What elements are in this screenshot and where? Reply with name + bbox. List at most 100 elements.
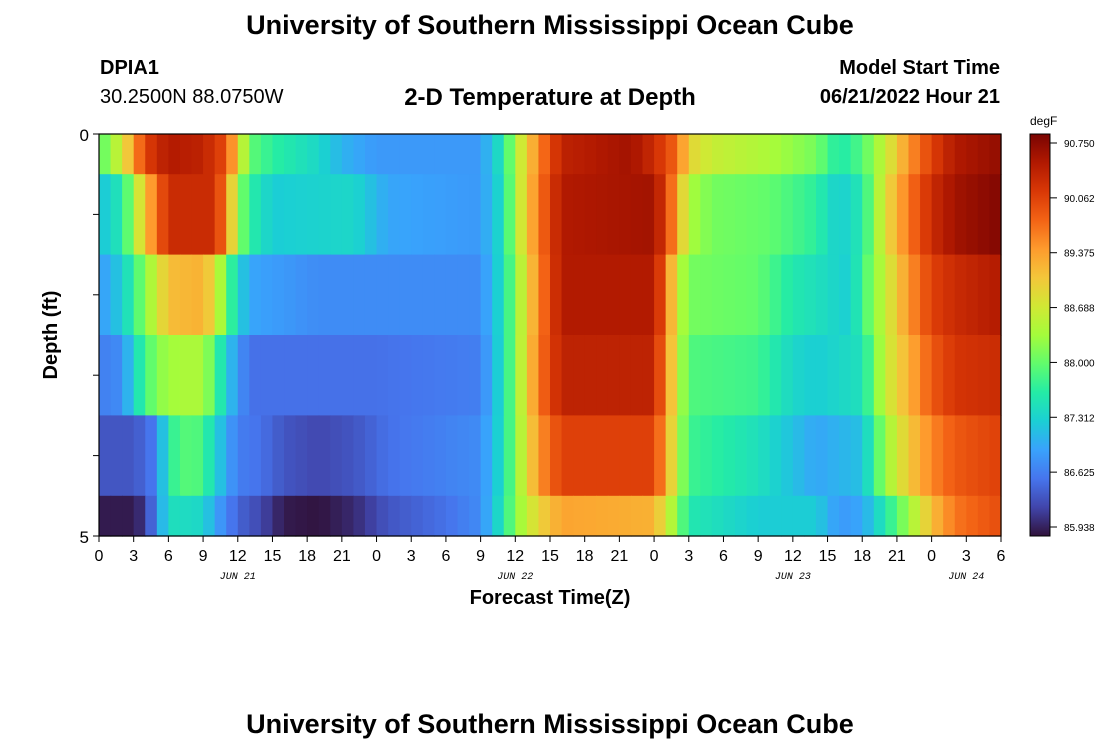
colorbar-scale — [1029, 133, 1051, 537]
heatmap-cell — [804, 495, 817, 537]
heatmap-cell — [376, 134, 389, 175]
heatmap-cell — [411, 174, 424, 256]
heatmap-cell — [550, 134, 563, 175]
heatmap-cell — [954, 254, 967, 336]
heatmap-cell — [99, 134, 112, 175]
heatmap-cell — [376, 254, 389, 336]
x-tick-label: 18 — [853, 548, 871, 565]
x-tick-label: 18 — [298, 548, 316, 565]
heatmap-cell — [607, 254, 620, 336]
heatmap-cell — [399, 335, 412, 416]
x-tick-label: 21 — [333, 548, 351, 565]
heatmap-cell — [203, 174, 216, 256]
heatmap-cells — [99, 134, 1002, 537]
heatmap-cell — [920, 174, 933, 256]
heatmap-cell — [376, 335, 389, 416]
heatmap-cell — [341, 495, 355, 537]
heatmap-cell — [341, 254, 355, 336]
heatmap-cell — [885, 254, 898, 336]
heatmap-cell — [249, 174, 262, 256]
heatmap-cell — [977, 174, 991, 256]
heatmap-cell — [769, 495, 782, 537]
heatmap-cell — [885, 134, 898, 175]
heatmap-cell — [526, 415, 540, 497]
heatmap-cell — [260, 335, 274, 416]
heatmap-cell — [295, 415, 308, 497]
heatmap-cell — [411, 134, 424, 175]
heatmap-cell — [237, 174, 250, 256]
heatmap-cell — [966, 174, 979, 256]
heatmap-cell — [526, 254, 540, 336]
heatmap-cell — [711, 495, 725, 537]
heatmap-cell — [723, 254, 736, 336]
heatmap-cell — [792, 254, 806, 336]
colorbar-tick-label: 88.688 — [1064, 304, 1095, 315]
heatmap-chart: 05 0 3 6 9 12 15 18 21 0 3 6 9 12 15 18 21 0 3 6 9 12 15 18 21 0… — [40, 114, 1095, 609]
heatmap-cell — [977, 254, 991, 336]
heatmap-cell — [931, 415, 944, 497]
colorbar-tick-label: 89.375 — [1064, 249, 1095, 260]
heatmap-cell — [943, 254, 956, 336]
heatmap-cell — [226, 495, 239, 537]
heatmap-cell — [711, 134, 725, 175]
heatmap-cell — [665, 335, 678, 416]
heatmap-cell — [839, 415, 852, 497]
date-label: JUN 21 — [220, 572, 256, 583]
heatmap-cell — [735, 415, 748, 497]
heatmap-cell — [191, 254, 204, 336]
heatmap-cell — [133, 174, 146, 256]
heatmap-cell — [249, 254, 262, 336]
heatmap-cell — [133, 495, 146, 537]
x-tick-label: 15 — [541, 548, 559, 565]
heatmap-cell — [203, 415, 216, 497]
heatmap-cell — [341, 415, 355, 497]
heatmap-cell — [353, 495, 366, 537]
x-tick-label: 6 — [441, 548, 450, 565]
heatmap-cell — [249, 495, 262, 537]
heatmap-cell — [526, 174, 540, 256]
heatmap-cell — [168, 335, 181, 416]
heatmap-cell — [850, 254, 863, 336]
heatmap-cell — [145, 134, 158, 175]
heatmap-cell — [399, 254, 412, 336]
heatmap-cell — [700, 415, 713, 497]
heatmap-cell — [711, 415, 725, 497]
x-tick-label: 9 — [754, 548, 763, 565]
heatmap-cell — [133, 134, 146, 175]
heatmap-cell — [122, 174, 135, 256]
heatmap-cell — [469, 335, 482, 416]
heatmap-cell — [457, 254, 470, 336]
colorbar-ticks: 90.750 90.062 89.375 88.688 88.000 87.312 86.6… — [1050, 139, 1095, 534]
heatmap-cell — [388, 495, 401, 537]
heatmap-cell — [122, 254, 135, 336]
heatmap-cell — [596, 134, 609, 175]
heatmap-cell — [411, 254, 424, 336]
heatmap-cell — [839, 495, 852, 537]
heatmap-cell — [804, 415, 817, 497]
heatmap-cell — [862, 495, 875, 537]
model-start-label: Model Start Time — [839, 57, 1000, 79]
heatmap-cell — [688, 415, 701, 497]
heatmap-cell — [839, 254, 852, 336]
heatmap-cell — [735, 254, 748, 336]
heatmap-cell — [503, 415, 516, 497]
heatmap-cell — [353, 134, 366, 175]
heatmap-cell — [792, 174, 806, 256]
heatmap-cell — [515, 134, 528, 175]
heatmap-cell — [422, 495, 435, 537]
heatmap-cell — [596, 495, 609, 537]
heatmap-cell — [943, 495, 956, 537]
heatmap-cell — [896, 335, 910, 416]
heatmap-cell — [607, 495, 620, 537]
heatmap-cell — [688, 134, 701, 175]
heatmap-cell — [619, 174, 632, 256]
heatmap-cell — [815, 174, 829, 256]
x-tick-label: 0 — [95, 548, 104, 565]
heatmap-cell — [677, 174, 690, 256]
heatmap-cell — [908, 335, 921, 416]
heatmap-cell — [885, 174, 898, 256]
heatmap-cell — [896, 415, 910, 497]
heatmap-cell — [272, 495, 285, 537]
heatmap-cell — [804, 335, 817, 416]
heatmap-cell — [260, 254, 274, 336]
